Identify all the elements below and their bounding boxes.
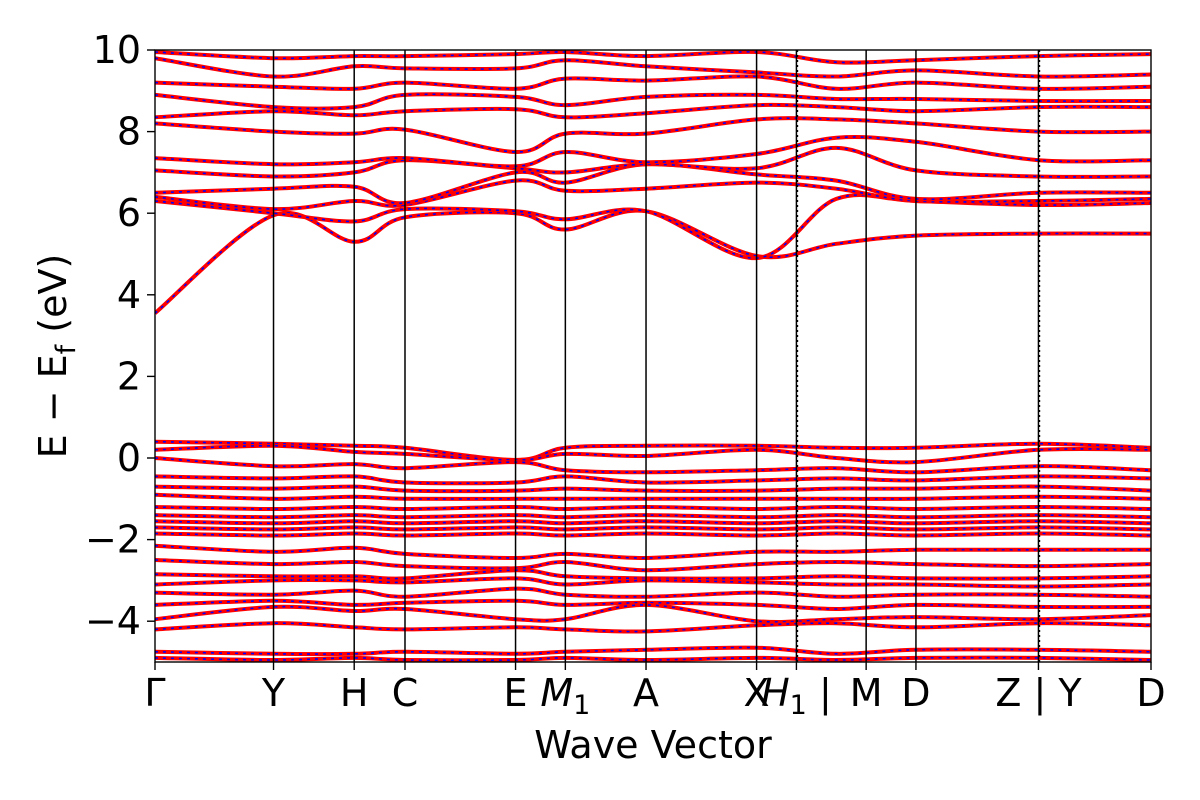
plot-frame: [154, 49, 1152, 663]
band-line-21: [155, 519, 1151, 526]
band-line-17: [155, 484, 1151, 494]
x-tick-label: A: [633, 671, 659, 715]
x-tick-label: M1: [540, 671, 590, 721]
band-line-dashed-7: [155, 117, 1151, 153]
y-tick-label: 6: [117, 191, 141, 235]
x-tick-label: X: [744, 671, 770, 715]
band-line-dashed-15: [155, 457, 1151, 474]
band-line-20: [155, 513, 1151, 520]
band-line-dashed-8: [155, 104, 1151, 119]
band-line-dashed-3: [155, 179, 1151, 210]
band-line-dashed-28: [155, 587, 1151, 598]
x-tick-label: Γ: [144, 671, 165, 715]
band-line-dashed-13: [155, 440, 1151, 461]
y-tick-label: 0: [117, 436, 141, 480]
band-line-dashed-30: [155, 604, 1151, 623]
band-line-dashed-18: [155, 493, 1151, 500]
y-tick-label: 10: [93, 28, 141, 72]
x-tick-label: C: [392, 671, 419, 715]
y-tick-label: −4: [85, 599, 141, 643]
band-line-31: [155, 621, 1151, 634]
band-line-29: [155, 598, 1151, 611]
band-line-26: [155, 568, 1151, 581]
x-axis-label: Wave Vector: [534, 723, 772, 767]
band-line-dashed-14: [155, 444, 1151, 464]
y-tick-label: 8: [117, 110, 141, 154]
x-tick-label: M: [850, 671, 883, 715]
band-line-16: [155, 474, 1151, 486]
band-line-33: [155, 655, 1151, 662]
band-line-dashed-4: [155, 163, 1151, 204]
band-line-14: [155, 443, 1151, 465]
x-tick-label: E: [504, 671, 528, 715]
band-line-1: [155, 208, 1151, 315]
x-tick-label: Z | Y: [995, 671, 1082, 716]
y-axis-ticks: 10 8 6 4 2 0 −2 −4: [85, 28, 155, 643]
y-tick-label: 2: [117, 354, 141, 398]
band-line-4: [155, 162, 1151, 206]
band-line-dashed-16: [155, 475, 1151, 485]
band-line-11: [155, 56, 1151, 79]
band-line-10: [155, 74, 1151, 91]
band-line-dashed-24: [155, 544, 1151, 559]
x-tick-label: D: [901, 671, 930, 715]
band-line-dashed-12: [155, 51, 1151, 64]
band-line-15: [155, 456, 1151, 475]
x-tick-label: H: [340, 671, 369, 715]
high-symmetry-lines: [272, 50, 1041, 662]
x-tick-label: H1 |: [761, 671, 832, 721]
band-line-24: [155, 543, 1151, 561]
band-line-9: [155, 92, 1151, 111]
band-line-19: [155, 505, 1151, 511]
y-axis-label: E − Ef (eV): [31, 254, 82, 459]
y-tick-label: −2: [85, 518, 141, 562]
band-line-dashed-1: [155, 209, 1151, 314]
band-line-2: [155, 192, 1151, 261]
bands-layer: [155, 50, 1151, 662]
band-line-dashed-5: [155, 147, 1151, 178]
x-tick-label: D: [1136, 671, 1165, 715]
band-line-7: [155, 116, 1151, 155]
band-line-27: [155, 576, 1151, 589]
band-line-32: [155, 645, 1151, 657]
band-line-6: [155, 134, 1151, 169]
band-line-23: [155, 531, 1151, 538]
y-tick-label: 4: [117, 273, 141, 317]
band-line-28: [155, 586, 1151, 599]
band-line-12: [155, 50, 1151, 65]
band-line-dashed-25: [155, 559, 1151, 572]
band-line-22: [155, 525, 1151, 532]
x-tick-label: Y: [261, 671, 286, 715]
